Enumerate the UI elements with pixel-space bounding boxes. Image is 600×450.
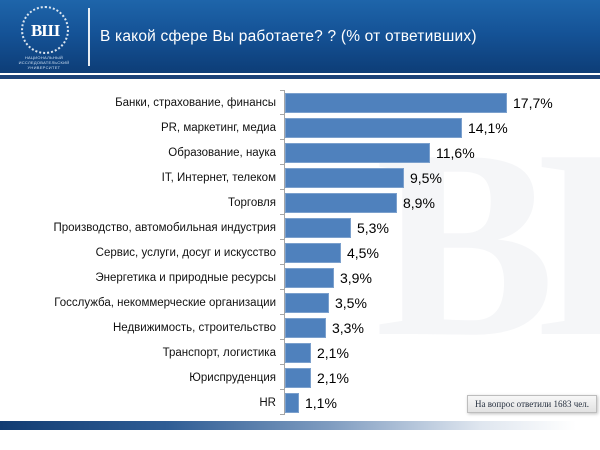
value-label: 3,9% [340, 269, 372, 286]
chart-row: Производство, автомобильная индустрия 5,3… [0, 215, 600, 240]
bar [285, 192, 397, 213]
category-label: Банки, страхование, финансы [115, 96, 276, 109]
value-label: 4,5% [347, 244, 379, 261]
bar [285, 317, 326, 338]
chart-row: Госслужба, некоммерческие организации 3,5… [0, 290, 600, 315]
bar-track: 3,9% [280, 265, 600, 290]
bar-track: 2,1% [280, 340, 600, 365]
bar-track: 17,7% [280, 90, 600, 115]
hse-logo-subtext-line1: НАЦИОНАЛЬНЫЙ ИССЛЕДОВАТЕЛЬСКИЙ [18, 55, 70, 65]
bar [285, 267, 334, 288]
value-label: 17,7% [513, 94, 553, 111]
value-label: 11,6% [436, 144, 475, 161]
bar-track: 9,5% [280, 165, 600, 190]
category-label: Недвижимость, строительство [113, 321, 276, 334]
chart-row: Образование, наука 11,6% [0, 140, 600, 165]
bar-track: 2,1% [280, 365, 600, 390]
chart-row: Транспорт, логистика 2,1% [0, 340, 600, 365]
value-label: 8,9% [403, 194, 435, 211]
footer-gradient-bar [0, 421, 600, 430]
chart-row: Торговля 8,9% [0, 190, 600, 215]
hse-logo-icon: ВШ [21, 6, 69, 54]
respondents-note: На вопрос ответили 1683 чел. [467, 395, 597, 413]
chart-row: Сервис, услуги, досуг и искусство 4,5% [0, 240, 600, 265]
value-label: 9,5% [410, 169, 442, 186]
category-label: Энергетика и природные ресурсы [95, 271, 276, 284]
bar-chart: Банки, страхование, финансы 17,7% PR, марк… [0, 90, 600, 415]
bar-track: 4,5% [280, 240, 600, 265]
category-label: Производство, автомобильная индустрия [53, 221, 276, 234]
bar [285, 92, 507, 113]
bar [285, 142, 430, 163]
value-label: 3,3% [332, 319, 364, 336]
header: ВШ НАЦИОНАЛЬНЫЙ ИССЛЕДОВАТЕЛЬСКИЙ УНИВЕР… [0, 0, 600, 75]
bar [285, 117, 462, 138]
category-label: HR [259, 396, 276, 409]
chart-row: PR, маркетинг, медиа 14,1% [0, 115, 600, 140]
bar-track: 1,1% [280, 390, 600, 415]
category-label: Юриспруденция [189, 371, 276, 384]
bar [285, 392, 299, 413]
hse-logo-monogram: ВШ [30, 20, 60, 40]
hse-logo: ВШ НАЦИОНАЛЬНЫЙ ИССЛЕДОВАТЕЛЬСКИЙ УНИВЕР… [0, 0, 88, 73]
value-label: 1,1% [305, 394, 337, 411]
bar-track: 3,5% [280, 290, 600, 315]
category-label: IT, Интернет, телеком [161, 171, 276, 184]
category-label: Госслужба, некоммерческие организации [54, 296, 276, 309]
bar [285, 367, 311, 388]
chart-row: Недвижимость, строительство 3,3% [0, 315, 600, 340]
chart-row: IT, Интернет, телеком 9,5% [0, 165, 600, 190]
category-label: Торговля [227, 196, 276, 209]
category-label: Транспорт, логистика [162, 346, 276, 359]
page-title: В какой сфере Вы работаете? ? (% от отве… [100, 27, 477, 45]
bar-track: 8,9% [280, 190, 600, 215]
bar-track: 3,3% [280, 315, 600, 340]
category-label: Сервис, услуги, досуг и искусство [95, 246, 276, 259]
header-stripe [0, 75, 600, 79]
hse-logo-subtext: НАЦИОНАЛЬНЫЙ ИССЛЕДОВАТЕЛЬСКИЙ УНИВЕРСИТ… [0, 55, 88, 70]
value-label: 2,1% [317, 369, 349, 386]
bar [285, 292, 329, 313]
bar [285, 167, 404, 188]
chart-row: HR 1,1% [0, 390, 600, 415]
chart-row: Энергетика и природные ресурсы 3,9% [0, 265, 600, 290]
value-label: 14,1% [468, 119, 508, 136]
bar-track: 14,1% [280, 115, 600, 140]
bar [285, 342, 311, 363]
chart-row: Юриспруденция 2,1% [0, 365, 600, 390]
value-label: 3,5% [335, 294, 367, 311]
category-label: Образование, наука [168, 146, 276, 159]
hse-logo-subtext-line2: УНИВЕРСИТЕТ [27, 65, 61, 70]
bar-track: 5,3% [280, 215, 600, 240]
header-divider [88, 7, 90, 66]
value-label: 2,1% [317, 344, 349, 361]
bar [285, 242, 341, 263]
bar [285, 217, 351, 238]
value-label: 5,3% [357, 219, 389, 236]
bar-track: 11,6% [280, 140, 600, 165]
chart-row: Банки, страхование, финансы 17,7% [0, 90, 600, 115]
category-label: PR, маркетинг, медиа [160, 121, 276, 134]
